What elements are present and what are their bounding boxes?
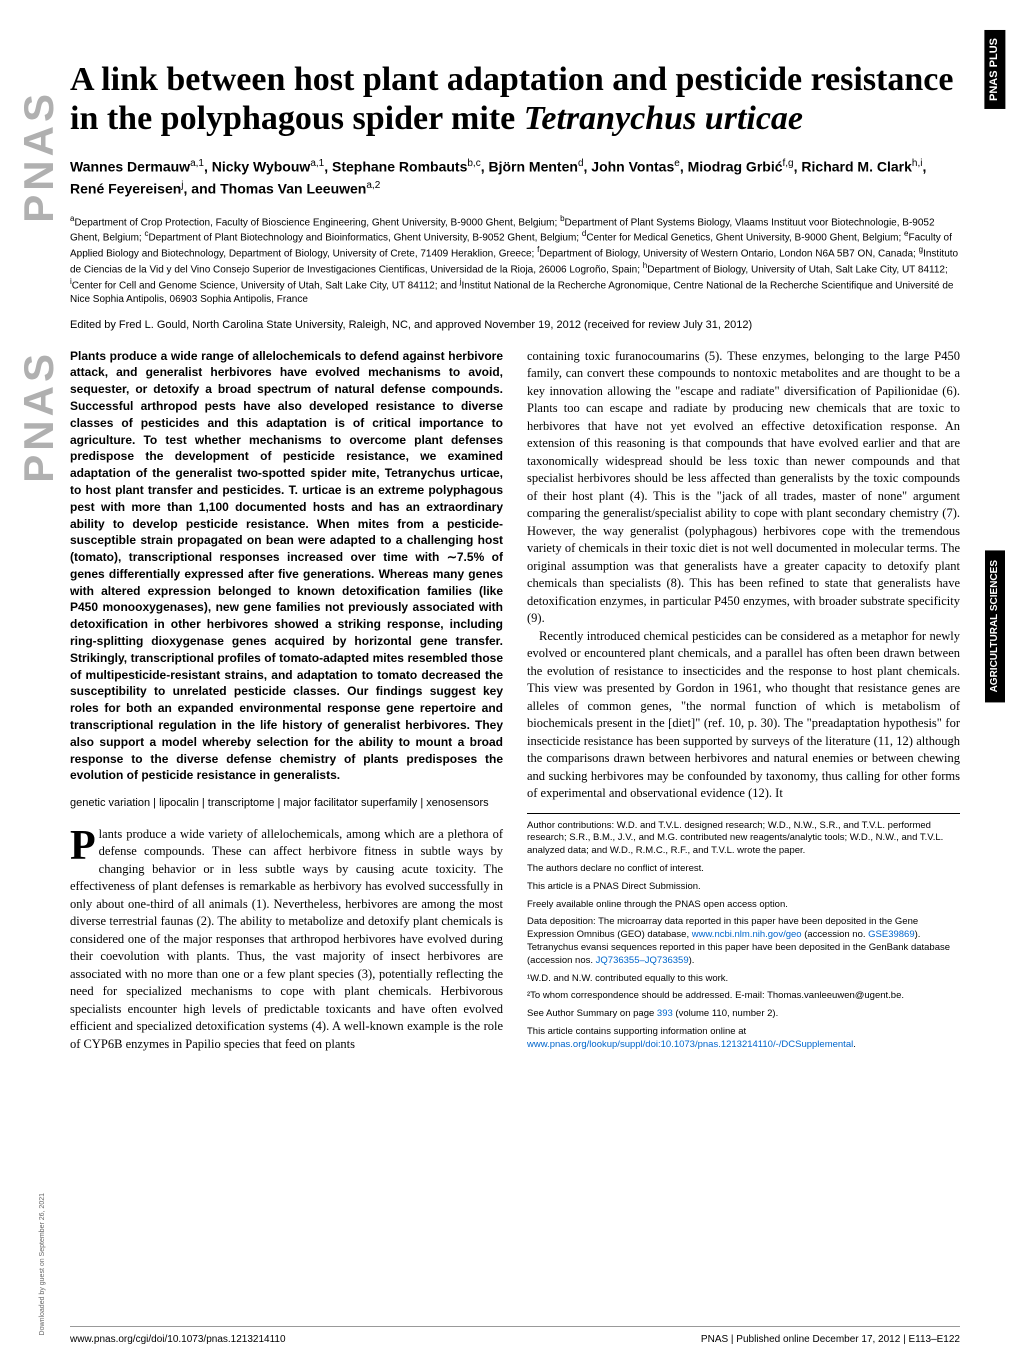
- footnotes-block: Author contributions: W.D. and T.V.L. de…: [527, 813, 960, 1052]
- summary-page-link[interactable]: 393: [657, 1008, 673, 1019]
- footnote-data-deposition: Data deposition: The microarray data rep…: [527, 916, 960, 967]
- footnote-supporting: This article contains supporting informa…: [527, 1026, 960, 1052]
- body-left-paragraph: Plants produce a wide variety of alleloc…: [70, 826, 503, 1054]
- footer-right: PNAS | Published online December 17, 201…: [701, 1333, 960, 1347]
- title-main: A link between host plant adaptation and…: [70, 61, 953, 137]
- pnas-logo-repeat: PNAS: [10, 350, 69, 483]
- supporting-link[interactable]: www.pnas.org/lookup/suppl/doi:10.1073/pn…: [527, 1039, 853, 1050]
- footer-doi[interactable]: www.pnas.org/cgi/doi/10.1073/pnas.121321…: [70, 1333, 286, 1347]
- page-footer: www.pnas.org/cgi/doi/10.1073/pnas.121321…: [70, 1326, 960, 1347]
- gse-link[interactable]: GSE39869: [868, 929, 914, 940]
- footnote-open-access: Freely available online through the PNAS…: [527, 899, 960, 912]
- genbank-link[interactable]: JQ736355–JQ736359: [596, 955, 689, 966]
- body-right-para-2: Recently introduced chemical pesticides …: [527, 628, 960, 803]
- body-right-para-1: containing toxic furanocoumarins (5). Th…: [527, 348, 960, 628]
- footnote-conflict: The authors declare no conflict of inter…: [527, 863, 960, 876]
- footnote-equal: ¹W.D. and N.W. contributed equally to th…: [527, 973, 960, 986]
- footnote-direct: This article is a PNAS Direct Submission…: [527, 881, 960, 894]
- footnote-supporting-text2: .: [853, 1039, 856, 1050]
- article-title: A link between host plant adaptation and…: [70, 60, 960, 138]
- footnote-summary-text: See Author Summary on page: [527, 1008, 657, 1019]
- geo-link[interactable]: www.ncbi.nlm.nih.gov/geo: [692, 929, 802, 940]
- download-note: Downloaded by guest on September 26, 202…: [38, 1193, 48, 1335]
- footnote-summary: See Author Summary on page 393 (volume 1…: [527, 1008, 960, 1021]
- footnote-author-contrib: Author contributions: W.D. and T.V.L. de…: [527, 820, 960, 858]
- affiliations: aDepartment of Crop Protection, Faculty …: [70, 214, 960, 307]
- dropcap: P: [70, 826, 99, 865]
- section-badge: AGRICULTURAL SCIENCES: [985, 550, 1005, 702]
- abstract-text: Plants produce a wide range of alleloche…: [70, 348, 503, 785]
- footnote-correspondence: ²To whom correspondence should be addres…: [527, 990, 960, 1003]
- footnote-accession-text: (accession no.: [802, 929, 869, 940]
- footnote-supporting-text: This article contains supporting informa…: [527, 1026, 746, 1037]
- footnote-summary-text2: (volume 110, number 2).: [673, 1008, 778, 1019]
- edited-by: Edited by Fred L. Gould, North Carolina …: [70, 318, 960, 333]
- pnas-logo: PNAS: [10, 90, 69, 223]
- title-species: Tetranychus urticae: [524, 100, 803, 137]
- keywords: genetic variation | lipocalin | transcri…: [70, 796, 503, 811]
- authors-list: Wannes Dermauwa,1, Nicky Wybouwa,1, Step…: [70, 156, 960, 199]
- pnas-plus-badge: PNAS PLUS: [984, 30, 1005, 109]
- footnote-data-text3: ).: [689, 955, 695, 966]
- body-left-text: lants produce a wide variety of alleloch…: [70, 827, 503, 1051]
